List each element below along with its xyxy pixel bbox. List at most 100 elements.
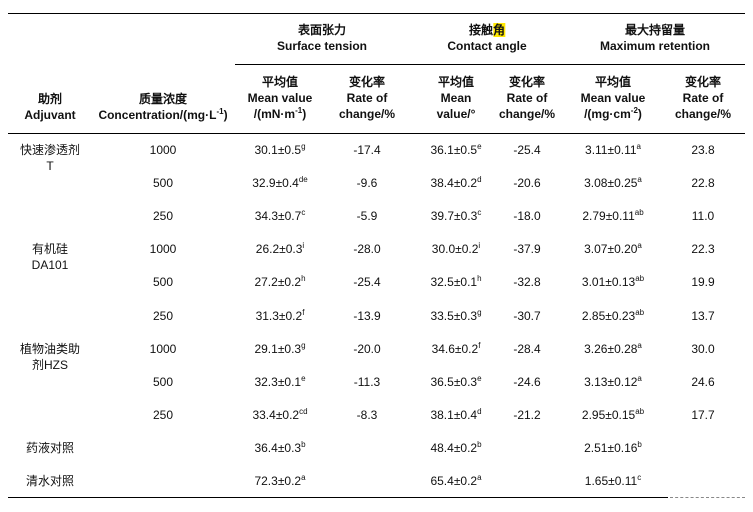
significance-letter: b [301, 439, 306, 449]
group-rule [235, 64, 745, 65]
header-zh: 质量浓度 [138, 92, 187, 106]
surface-tension-mean: 30.1±0.5g [254, 142, 305, 158]
significance-letter: g [301, 142, 306, 151]
conc-text: 250 [152, 308, 174, 323]
mean-text: 3.07±0.20 [584, 242, 638, 257]
subheader-5: 变化率 Rate of change/% [675, 74, 731, 122]
conc-text: 1000 [149, 341, 177, 356]
rate-text: -5.9 [356, 209, 378, 224]
significance-letter: b [477, 439, 482, 449]
adjuvant-name: 药液对照 [26, 440, 74, 456]
rate-text: 17.7 [691, 407, 715, 422]
rate-text: -25.4 [513, 143, 541, 157]
significance-letter: a [636, 142, 641, 151]
subheader-line: Rate of [506, 91, 548, 105]
surface-tension-rate: -17.4 [353, 142, 380, 158]
subheader-zh: 平均值 [437, 75, 475, 89]
contact-angle-mean: 33.5±0.3g [430, 308, 481, 324]
surface-tension-mean: 31.3±0.2f [256, 308, 305, 324]
subheader-line: Mean value [580, 91, 646, 105]
retention-rate: 13.7 [691, 308, 714, 324]
concentration-cell: 250 [153, 407, 173, 423]
significance-letter: d [477, 175, 482, 185]
surface-tension-rate: -20.0 [353, 341, 380, 357]
subheader-line: /(mg·cm [584, 107, 631, 121]
surface-tension-rate: -13.9 [353, 308, 380, 324]
surface-tension-mean: 34.3±0.7c [255, 208, 306, 224]
header-en: Concentration/(mg·L-1) [98, 107, 227, 123]
retention-rate: 22.3 [691, 241, 714, 257]
significance-letter: h [301, 274, 306, 284]
contact-angle-rate: -24.6 [513, 374, 540, 390]
highlighted-text: 角 [493, 23, 506, 37]
retention-mean: 1.65±0.11c [585, 473, 641, 489]
contact-angle-mean: 38.1±0.4d [430, 407, 481, 423]
rate-text: -20.0 [353, 341, 381, 356]
mean-text: 72.3±0.2 [254, 474, 302, 488]
mean-text: 48.4±0.2 [430, 440, 478, 455]
significance-letter: i [478, 241, 481, 251]
rate-text: 24.6 [691, 374, 715, 389]
rate-text: 23.8 [691, 143, 715, 157]
retention-rate: 23.8 [691, 142, 714, 158]
retention-rate: 22.8 [691, 175, 714, 191]
contact-angle-rate: -37.9 [513, 241, 540, 257]
mean-text: 65.4±0.2 [430, 474, 478, 488]
significance-letter: a [637, 340, 642, 350]
subheader-tail: ) [302, 107, 307, 121]
surface-tension-rate: -11.3 [354, 374, 380, 390]
header-adjuvant: 助剂 Adjuvant [24, 91, 75, 123]
mean-text: 1.65±0.11 [584, 474, 638, 488]
concentration-cell: 500 [153, 374, 173, 390]
adjuvant-name: 快速渗透剂 T [20, 142, 80, 174]
contact-angle-mean: 30.0±0.2i [432, 241, 480, 257]
rate-text: -8.3 [356, 407, 378, 422]
mean-text: 39.7±0.3 [430, 209, 478, 224]
mean-text: 27.2±0.2 [254, 275, 302, 290]
significance-letter: ab [634, 208, 644, 218]
rate-text: -9.6 [356, 176, 378, 191]
subheader-zh: 平均值 [261, 75, 299, 89]
mean-text: 36.4±0.3 [254, 440, 302, 455]
significance-letter: c [301, 208, 306, 218]
mean-text: 3.08±0.25 [584, 176, 638, 191]
rate-text: -11.3 [353, 374, 381, 389]
rate-text: -30.7 [513, 308, 541, 323]
group-zh: 表面张力 [297, 23, 346, 37]
significance-letter: cd [299, 406, 308, 416]
header-rule [8, 133, 745, 134]
contact-angle-mean: 48.4±0.2b [430, 440, 481, 456]
mean-text: 33.4±0.2 [252, 407, 300, 422]
mean-text: 26.2±0.3 [255, 242, 303, 257]
retention-mean: 2.51±0.16b [584, 440, 642, 456]
header-en-tail: ) [223, 108, 228, 122]
rate-text: 19.9 [691, 275, 715, 290]
group-zh-text: 接触 [468, 23, 493, 37]
contact-angle-mean: 34.6±0.2f [432, 341, 481, 357]
retention-rate: 19.9 [691, 274, 714, 290]
significance-letter: ab [635, 406, 645, 416]
rate-text: 22.3 [691, 242, 715, 257]
mean-text: 3.26±0.28 [584, 341, 638, 356]
significance-letter: a [637, 241, 642, 251]
subheader-0: 平均值 Mean value/(mN·m-1) [248, 74, 313, 122]
contact-angle-mean: 36.1±0.5e [430, 142, 481, 158]
group-zh: 最大持留量 [624, 23, 686, 37]
header-en: Adjuvant [24, 108, 76, 122]
significance-letter: g [301, 340, 306, 350]
subheader-1: 变化率 Rate of change/% [339, 74, 395, 122]
significance-letter: a [637, 373, 642, 383]
header-zh: 助剂 [37, 92, 62, 106]
rate-text: 30.0 [691, 341, 715, 356]
subheader-2: 平均值 Mean value/° [437, 74, 476, 122]
surface-tension-mean: 33.4±0.2cd [252, 407, 307, 423]
rate-text: -17.4 [353, 143, 381, 157]
mean-text: 29.1±0.3 [254, 341, 302, 356]
mean-text: 2.85±0.23 [581, 308, 636, 323]
subheader-line: Rate of [346, 91, 388, 105]
mean-text: 36.5±0.3 [430, 374, 478, 389]
contact-angle-rate: -18.0 [513, 208, 540, 224]
group-surface-tension: 表面张力 Surface tension [277, 22, 367, 54]
retention-mean: 2.79±0.11ab [582, 208, 643, 224]
surface-tension-mean: 32.9±0.4de [252, 175, 308, 191]
